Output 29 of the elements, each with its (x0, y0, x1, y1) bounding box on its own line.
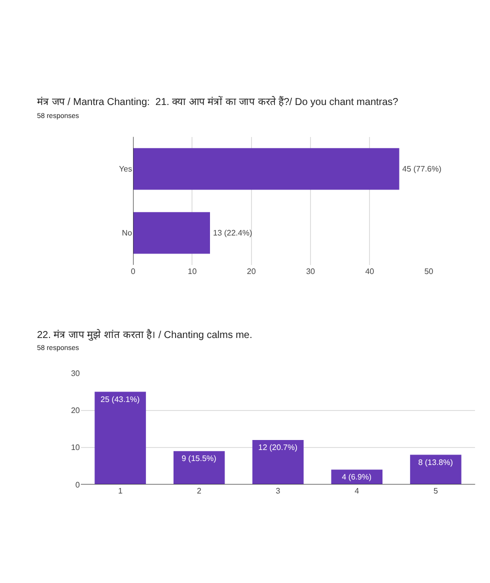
y-tick-label: 0 (75, 480, 80, 490)
data-label: 25 (43.1%) (100, 394, 140, 404)
data-label: 9 (15.5%) (182, 454, 217, 464)
chart-title: 22. मंत्र जाप मुझे शांत करता है। / Chanting calms me. (37, 329, 252, 341)
y-tick-label: Yes (119, 164, 132, 174)
x-tick-label: 30 (306, 266, 316, 276)
x-tick-label: 50 (424, 266, 434, 276)
data-label: 13 (22.4%) (212, 228, 252, 238)
x-tick-label: 1 (118, 486, 124, 496)
x-tick-label: 4 (354, 486, 360, 496)
x-tick-label: 40 (365, 266, 375, 276)
data-label: 8 (13.8%) (418, 458, 454, 467)
data-label: 12 (20.7%) (258, 442, 298, 452)
x-tick-label: 10 (188, 266, 198, 276)
y-tick-label: 10 (70, 443, 80, 452)
bar (174, 451, 225, 484)
x-tick-label: 5 (433, 486, 438, 496)
x-tick-label: 2 (196, 486, 202, 496)
bar (94, 392, 146, 484)
bar (410, 454, 462, 484)
x-tick-label: 3 (276, 486, 281, 496)
chart-title: मंत्र जप / Mantra Chanting: 21. क्या आप मंत्रों का जाप करते हैं?/ Do you chant mantras? (37, 96, 399, 108)
y-tick-label: 20 (70, 406, 80, 416)
y-tick-label: 30 (70, 369, 80, 378)
data-label: 4 (6.9%) (342, 472, 372, 482)
bar (252, 440, 304, 484)
data-label: 45 (77.6%) (402, 164, 442, 174)
x-tick-label: 20 (246, 266, 256, 276)
y-tick-label: No (122, 228, 133, 238)
